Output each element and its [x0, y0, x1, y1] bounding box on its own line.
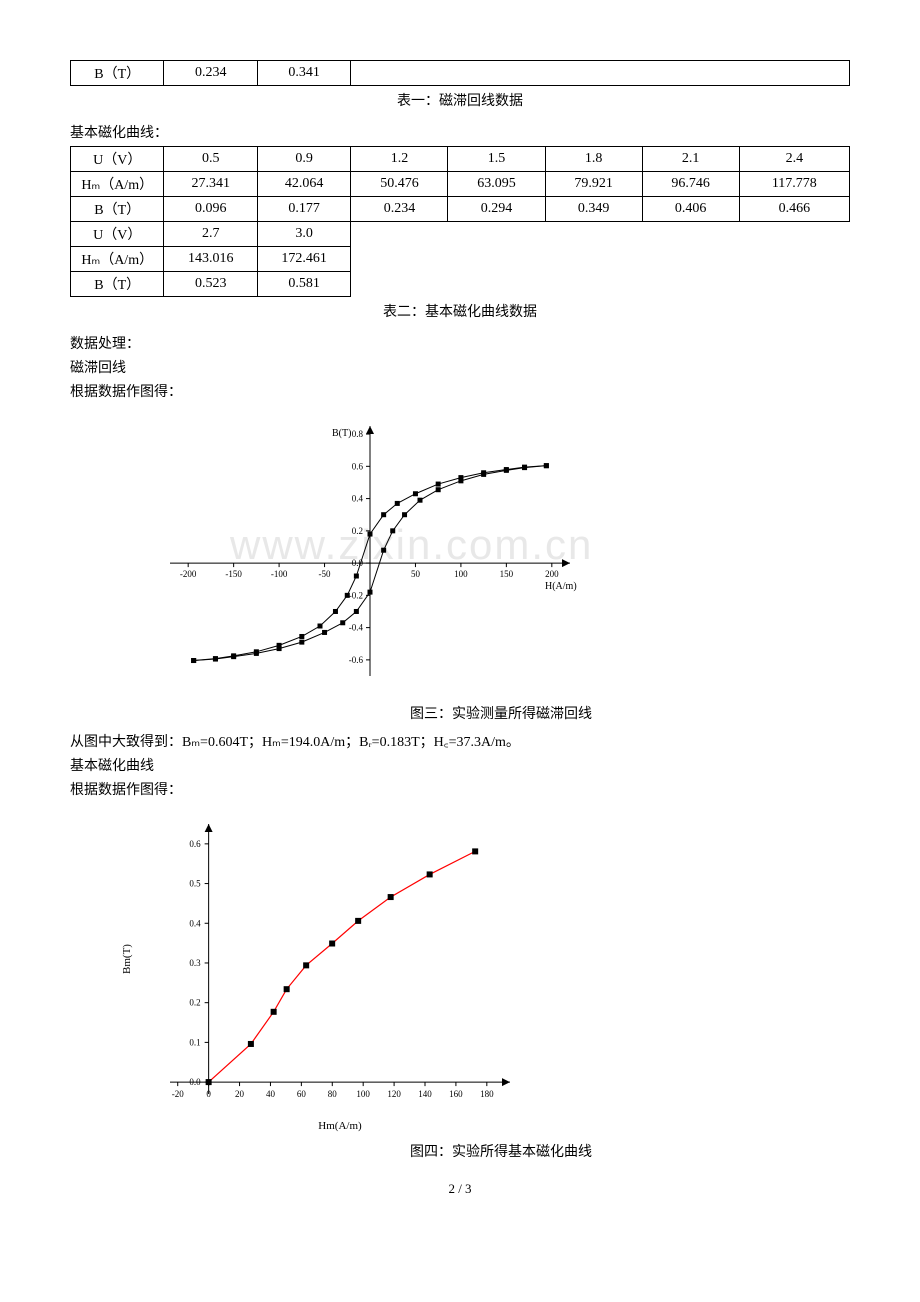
svg-text:120: 120 — [387, 1089, 401, 1099]
t2-r1c6: 2.4 — [739, 147, 849, 172]
t2-r2l: Hₘ（A/m） — [71, 172, 164, 197]
svg-text:-20: -20 — [172, 1089, 184, 1099]
svg-text:-0.2: -0.2 — [349, 590, 363, 600]
t2-r5c1: 172.461 — [257, 247, 350, 272]
t2-r1l: U（V） — [71, 147, 164, 172]
t2-r2c4: 79.921 — [545, 172, 642, 197]
svg-text:0.2: 0.2 — [352, 526, 363, 536]
svg-text:0.4: 0.4 — [189, 918, 201, 928]
proc-sub2: 基本磁化曲线 — [70, 755, 850, 775]
caption-2: 表二：基本磁化曲线数据 — [70, 301, 850, 321]
t2-r3c0: 0.096 — [164, 197, 257, 222]
proc-sub1: 磁滞回线 — [70, 357, 850, 377]
t1-label: B（T） — [71, 61, 164, 86]
proc-sub1-note: 根据数据作图得： — [70, 381, 850, 401]
svg-text:-50: -50 — [319, 569, 331, 579]
svg-text:-0.4: -0.4 — [349, 623, 364, 633]
t2-r2c0: 27.341 — [164, 172, 257, 197]
svg-text:140: 140 — [418, 1089, 432, 1099]
caption-1: 表一：磁滞回线数据 — [70, 90, 850, 110]
svg-text:180: 180 — [480, 1089, 494, 1099]
t2-r6l: B（T） — [71, 272, 164, 297]
t2-r4empty — [351, 222, 850, 247]
svg-text:150: 150 — [500, 569, 514, 579]
t1-c1: 0.341 — [257, 61, 350, 86]
t2-r1c3: 1.5 — [448, 147, 545, 172]
svg-text:0: 0 — [206, 1089, 211, 1099]
t2-r4c1: 3.0 — [257, 222, 350, 247]
svg-text:0.5: 0.5 — [189, 879, 201, 889]
t2-r6c1: 0.581 — [257, 272, 350, 297]
proc-title: 数据处理： — [70, 333, 850, 353]
t2-r5l: Hₘ（A/m） — [71, 247, 164, 272]
t2-r2c6: 117.778 — [739, 172, 849, 197]
table1-tail: B（T） 0.234 0.341 — [70, 60, 850, 86]
t2-r1c5: 2.1 — [642, 147, 739, 172]
svg-text:H(A/m): H(A/m) — [545, 581, 577, 592]
t1-empty — [351, 61, 850, 86]
section2-title: 基本磁化曲线： — [70, 122, 850, 142]
svg-text:0.6: 0.6 — [352, 461, 364, 471]
chart2-caption: 图四：实验所得基本磁化曲线 — [410, 1141, 850, 1161]
svg-text:60: 60 — [297, 1089, 307, 1099]
svg-text:50: 50 — [411, 569, 421, 579]
svg-text:100: 100 — [454, 569, 468, 579]
t2-r4l: U（V） — [71, 222, 164, 247]
svg-text:0.4: 0.4 — [352, 494, 364, 504]
t2-r1c2: 1.2 — [351, 147, 448, 172]
svg-text:0.3: 0.3 — [189, 958, 201, 968]
t2-r4c0: 2.7 — [164, 222, 257, 247]
svg-text:Bm(T): Bm(T) — [121, 944, 133, 974]
magnetization-chart: -20 0 20 40 60 80 100 120 140 160 180 0.0 0.1 0.2 0.3 0… — [110, 809, 530, 1139]
svg-text:-100: -100 — [271, 569, 288, 579]
svg-text:B(T): B(T) — [332, 428, 351, 439]
table2: U（V） 0.5 0.9 1.2 1.5 1.8 2.1 2.4 Hₘ（A/m）… — [70, 146, 850, 297]
svg-text:20: 20 — [235, 1089, 245, 1099]
svg-text:-200: -200 — [180, 569, 197, 579]
svg-text:160: 160 — [449, 1089, 463, 1099]
t2-r2c1: 42.064 — [257, 172, 350, 197]
svg-text:40: 40 — [266, 1089, 276, 1099]
t2-r6c0: 0.523 — [164, 272, 257, 297]
proc-sub2-note: 根据数据作图得： — [70, 779, 850, 799]
svg-text:0.8: 0.8 — [352, 429, 364, 439]
conclusion1: 从图中大致得到：Bₘ=0.604T；Hₘ=194.0A/m；Bᵣ=0.183T；… — [70, 731, 850, 751]
t2-r1c0: 0.5 — [164, 147, 257, 172]
svg-text:Hm(A/m): Hm(A/m) — [318, 1120, 362, 1132]
t2-r3c6: 0.466 — [739, 197, 849, 222]
hysteresis-chart: -200 -150 -100 -50 50 100 150 200 -0.6 -0.4 -0.2 0.… — [110, 411, 590, 701]
t2-r3c3: 0.294 — [448, 197, 545, 222]
t2-r6empty — [351, 272, 850, 297]
t2-r2c3: 63.095 — [448, 172, 545, 197]
svg-text:200: 200 — [545, 569, 559, 579]
t2-r5c0: 143.016 — [164, 247, 257, 272]
t2-r2c5: 96.746 — [642, 172, 739, 197]
t2-r3c1: 0.177 — [257, 197, 350, 222]
t2-r1c4: 1.8 — [545, 147, 642, 172]
t2-r1c1: 0.9 — [257, 147, 350, 172]
t2-r3c4: 0.349 — [545, 197, 642, 222]
t2-r3c2: 0.234 — [351, 197, 448, 222]
t2-r3l: B（T） — [71, 197, 164, 222]
t2-r2c2: 50.476 — [351, 172, 448, 197]
svg-text:100: 100 — [356, 1089, 370, 1099]
svg-text:0.1: 0.1 — [189, 1037, 200, 1047]
svg-text:-150: -150 — [225, 569, 242, 579]
t1-c0: 0.234 — [164, 61, 257, 86]
page-number: 2 / 3 — [70, 1181, 850, 1197]
svg-text:-0.6: -0.6 — [349, 655, 364, 665]
t2-r5empty — [351, 247, 850, 272]
t2-r3c5: 0.406 — [642, 197, 739, 222]
svg-text:80: 80 — [328, 1089, 338, 1099]
svg-text:0.6: 0.6 — [189, 839, 201, 849]
chart1-caption: 图三：实验测量所得磁滞回线 — [410, 703, 850, 723]
svg-text:0.0: 0.0 — [189, 1077, 201, 1087]
svg-text:0.2: 0.2 — [189, 998, 200, 1008]
